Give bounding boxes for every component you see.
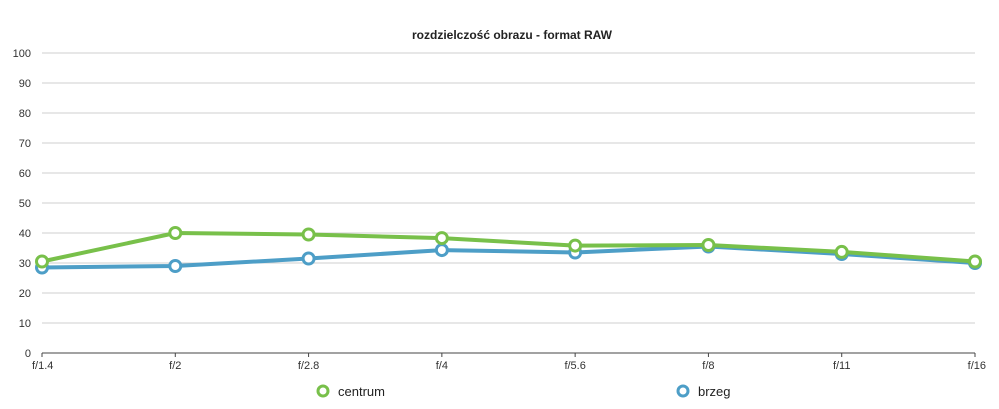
series-centrum: [35, 226, 982, 269]
axis-layer: 0 10 20 30 40 50 60 70 80 90 100 f/1.4 f/2 f/2.8 f/4 f/…: [13, 48, 986, 372]
y-tick-label: 40: [19, 228, 31, 240]
x-tick-label: f/16: [968, 360, 986, 372]
x-tick-label: f/2.8: [298, 360, 319, 372]
data-point[interactable]: [35, 254, 49, 269]
legend-item-centrum[interactable]: centrum: [316, 384, 385, 399]
grid-layer: [42, 52, 975, 324]
series-layer: [35, 226, 982, 275]
legend-item-brzeg[interactable]: brzeg: [676, 384, 731, 399]
y-tick-label: 80: [19, 108, 31, 120]
chart-title: rozdzielczość obrazu - format RAW: [412, 28, 613, 42]
y-tick-label: 60: [19, 168, 31, 180]
legend-marker: [316, 384, 330, 398]
data-point[interactable]: [834, 244, 849, 259]
legend-marker: [676, 384, 690, 398]
y-tick-label: 70: [19, 138, 31, 150]
x-tick-label: f/11: [833, 360, 851, 372]
data-point[interactable]: [968, 254, 982, 269]
x-tick-label: f/8: [702, 360, 714, 372]
legend: centrum brzeg: [316, 384, 731, 399]
x-tick-label: f/4: [436, 360, 448, 372]
y-tick-label: 100: [13, 48, 31, 60]
data-point[interactable]: [701, 238, 716, 252]
x-tick-label: f/2: [169, 360, 181, 372]
x-tick-label: f/5.6: [564, 360, 585, 372]
data-point[interactable]: [168, 259, 183, 273]
y-tick-label: 0: [25, 348, 31, 360]
y-tick-label: 50: [19, 198, 31, 210]
data-point[interactable]: [168, 226, 183, 240]
data-point[interactable]: [301, 227, 316, 242]
legend-label: centrum: [338, 384, 385, 399]
legend-label: brzeg: [698, 384, 731, 399]
y-tick-label: 20: [19, 288, 31, 300]
y-tick-label: 10: [19, 318, 31, 330]
data-point[interactable]: [301, 251, 316, 266]
x-tick-label: f/1.4: [32, 360, 53, 372]
data-point[interactable]: [568, 238, 583, 253]
series-line: [40, 231, 977, 264]
data-point[interactable]: [434, 243, 449, 258]
y-tick-label: 30: [19, 258, 31, 270]
y-tick-label: 90: [19, 78, 31, 90]
data-point[interactable]: [434, 231, 449, 246]
